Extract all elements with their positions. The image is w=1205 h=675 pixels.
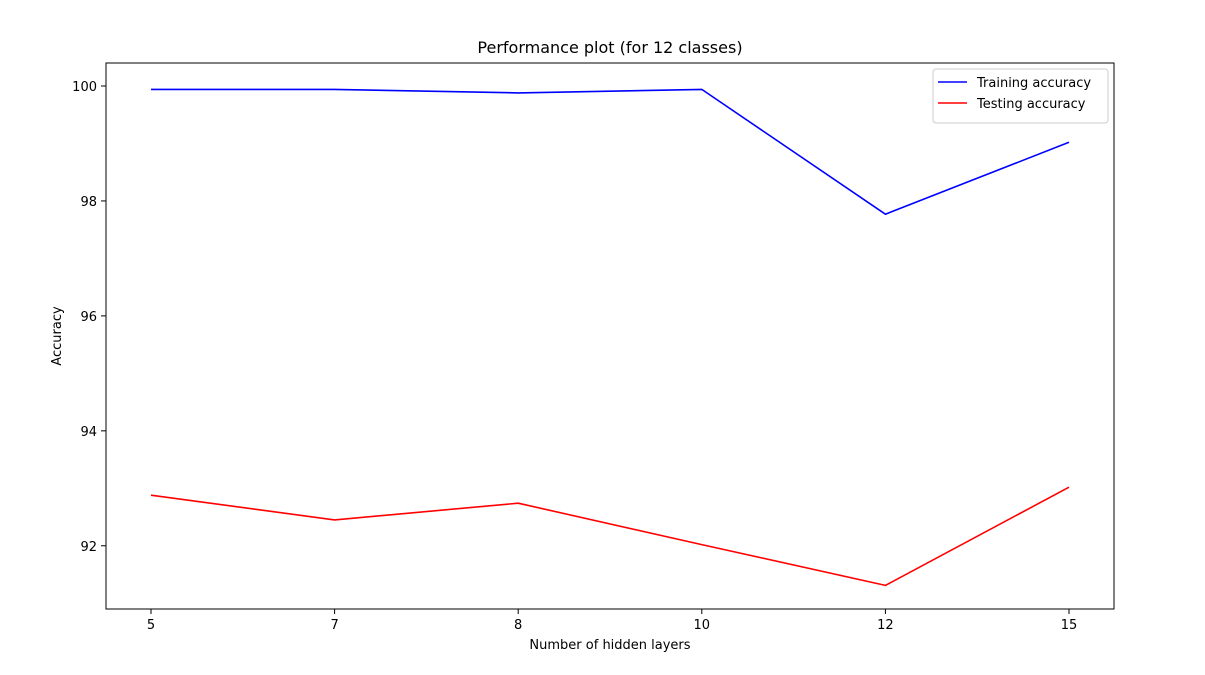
- y-tick-label: 94: [80, 425, 97, 440]
- y-tick-label: 96: [80, 310, 97, 325]
- x-axis-ticks: 5 7 8 10 12 15: [147, 609, 1077, 633]
- legend: Training accuracy Testing accuracy: [932, 68, 1109, 124]
- legend-box: [932, 68, 1109, 124]
- legend-label: Testing accuracy: [976, 97, 1086, 112]
- series-lines: [150, 88, 1070, 587]
- x-tick-label: 10: [694, 618, 711, 633]
- x-tick-label: 12: [877, 618, 894, 633]
- series-line-training-accuracy: [151, 88, 1070, 215]
- x-tick-label: 5: [147, 618, 155, 633]
- y-tick-label: 98: [80, 195, 97, 210]
- plot-frame: [105, 62, 1115, 610]
- series-line-testing-accuracy: [150, 486, 1070, 587]
- x-tick-label: 7: [330, 618, 338, 633]
- chart-title: Performance plot (for 12 classes): [477, 38, 742, 57]
- legend-label: Training accuracy: [976, 76, 1091, 91]
- x-tick-label: 15: [1061, 618, 1078, 633]
- x-tick-label: 8: [514, 618, 522, 633]
- x-axis-label: Number of hidden layers: [529, 638, 690, 653]
- plot-area: [105, 62, 1115, 610]
- y-axis-ticks: 92 94 96 98 100: [72, 80, 106, 555]
- y-tick-label: 92: [80, 540, 97, 555]
- y-axis-label: Accuracy: [50, 306, 65, 366]
- y-tick-label: 100: [72, 80, 97, 95]
